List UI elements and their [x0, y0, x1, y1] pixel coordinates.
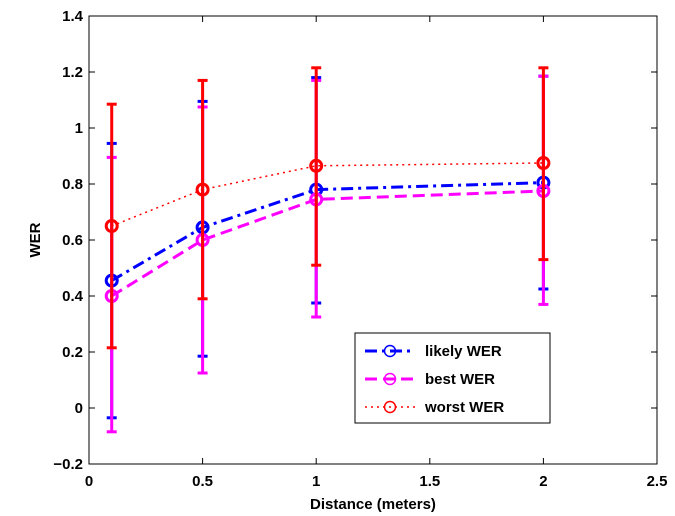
axes: 0 0.5 1 1.5 2 2.5−0.200.20.40.60.811.21.4	[53, 8, 667, 490]
x-tick-label: 2.5	[647, 473, 668, 490]
y-tick-label: 0.4	[62, 288, 84, 305]
y-axis-title: WER	[27, 222, 44, 257]
data-point	[536, 156, 551, 170]
legend-label: best WER	[425, 371, 495, 388]
legend-entry: likely WER	[365, 343, 502, 360]
y-tick-label: 0.6	[62, 232, 83, 249]
series-line	[110, 181, 544, 282]
series-line	[110, 189, 544, 298]
x-tick-label: 1	[312, 473, 320, 490]
data-point	[309, 158, 324, 173]
legend-entry: best WER	[365, 371, 495, 388]
x-axis-title: Distance (meters)	[310, 496, 436, 513]
legend-label: likely WER	[425, 343, 502, 360]
legend: likely WER best WER worst WER	[354, 332, 551, 424]
y-tick-label: 0.2	[62, 344, 83, 361]
legend-marker	[383, 372, 397, 386]
legend-entry: worst WER	[365, 399, 504, 416]
y-tick-label: −0.2	[53, 456, 83, 473]
series-line	[111, 162, 544, 227]
x-tick-label: 1.5	[419, 473, 440, 490]
x-tick-label: 0	[85, 473, 93, 490]
y-tick-label: 0.8	[62, 176, 83, 193]
series-worst-wer	[104, 66, 551, 350]
y-tick-label: 1.4	[62, 8, 84, 25]
legend-marker	[383, 344, 397, 358]
legend-marker	[383, 400, 397, 414]
x-tick-label: 0.5	[192, 473, 213, 490]
data-point	[195, 182, 210, 197]
legend-label: worst WER	[424, 399, 504, 416]
y-tick-label: 1.2	[62, 64, 83, 81]
data-point	[104, 219, 119, 233]
x-tick-label: 2	[539, 473, 547, 490]
y-tick-label: 1	[75, 120, 83, 137]
y-tick-label: 0	[75, 400, 83, 417]
plot-area	[104, 66, 551, 434]
